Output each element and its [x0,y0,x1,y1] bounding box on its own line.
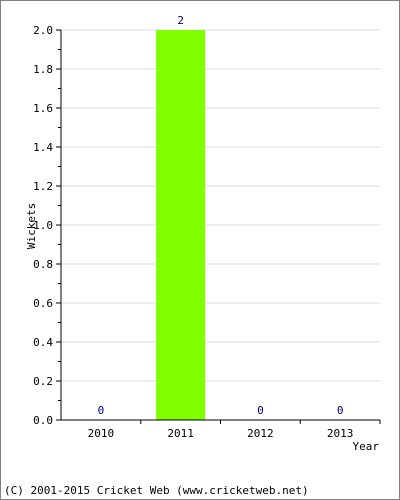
x-axis-title: Year [353,440,380,453]
axes [56,29,381,424]
y-tick-label: 0.6 [33,297,53,310]
y-axis-title: Wickets [25,203,38,249]
x-tick-label: 2012 [247,427,274,440]
y-tick-label: 0.2 [33,375,53,388]
grid-lines [61,29,380,382]
x-tick-label: 2013 [327,427,354,440]
data-label-2010: 0 [98,404,105,417]
y-tick-label: 1.0 [33,219,53,232]
x-tick-labels: 2010 2011 2012 2013 [88,427,354,440]
y-tick-label: 1.8 [33,63,53,76]
y-tick-label: 1.6 [33,102,53,115]
y-tick-label: 0.4 [33,336,53,349]
y-tick-label: 0.8 [33,258,53,271]
y-tick-labels: 0.0 0.2 0.4 0.6 0.8 1.0 1.2 1.4 1.6 1.8 2.0 [33,24,53,427]
bar-2011 [156,30,206,420]
x-tick-label: 2010 [88,427,115,440]
y-tick-label: 2.0 [33,24,53,37]
x-tick-label: 2011 [167,427,194,440]
data-label-2011: 2 [177,14,184,27]
y-tick-label: 1.4 [33,141,53,154]
y-tick-label: 1.2 [33,180,53,193]
bars [156,30,206,420]
y-tick-label: 0.0 [33,414,53,427]
data-label-2012: 0 [257,404,264,417]
copyright-footer: (C) 2001-2015 Cricket Web (www.cricketwe… [4,484,309,497]
data-label-2013: 0 [337,404,344,417]
data-labels: 0 2 0 0 [98,14,344,417]
